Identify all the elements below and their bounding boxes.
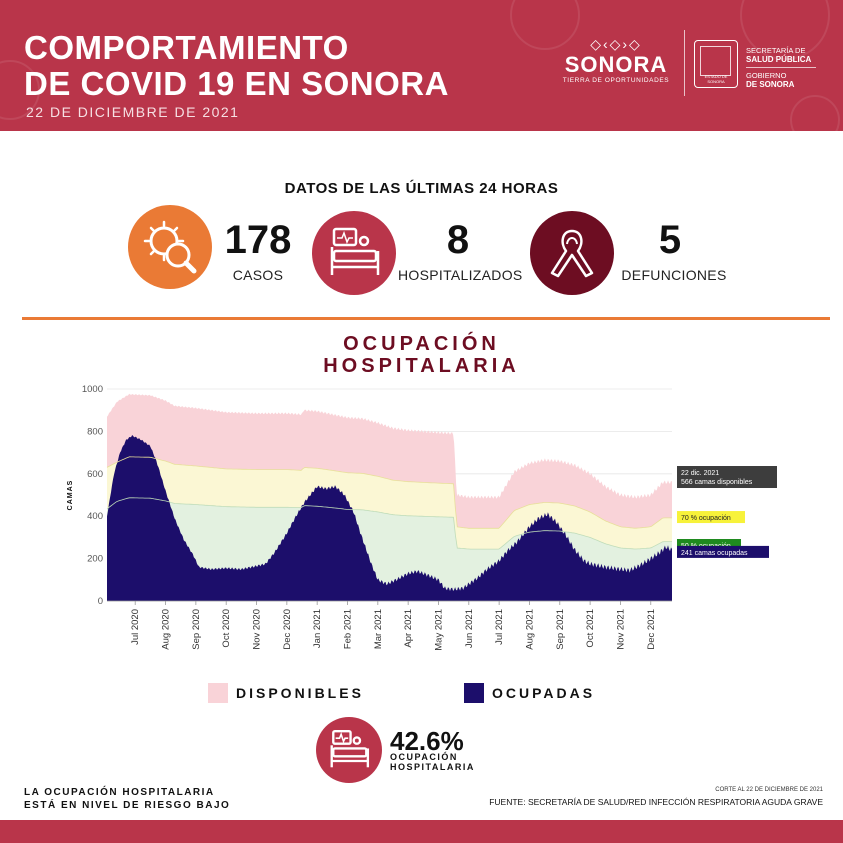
y-tick-label: 1000: [82, 384, 103, 395]
title-line-1: COMPORTAMIENTO: [24, 29, 349, 66]
bottom-bar: [0, 820, 843, 843]
header-divider: [684, 30, 685, 96]
hospitalized-label: HOSPITALIZADOS: [398, 267, 523, 283]
occupancy-50-band-line: [106, 497, 672, 550]
x-tick-label: Oct 2021: [585, 609, 596, 648]
y-axis-label: CAMAS: [67, 480, 74, 511]
gov-line-3: GOBIERNO: [746, 71, 787, 80]
y-tick-label: 0: [98, 596, 103, 607]
risk-line-2: ESTÁ EN NIVEL DE RIESGO BAJO: [24, 800, 231, 811]
cases-label: CASOS: [232, 267, 284, 283]
cutoff-date: CORTE AL 22 DE DICIEMBRE DE 2021: [715, 787, 823, 793]
occupied-beds-annotation-box: [677, 545, 769, 558]
x-tick-label: Sep 2021: [555, 609, 566, 650]
legend-occupied-swatch: [464, 683, 484, 703]
virus-decoration-icon: [790, 95, 840, 131]
available-beds-annotation-text: 22 dic. 2021: [681, 470, 719, 477]
x-tick-label: Mar 2021: [373, 609, 384, 649]
gov-line-4: DE SONORA: [746, 80, 795, 89]
hospitalized-value: 8: [446, 218, 470, 262]
header-banner: COMPORTAMIENTO DE COVID 19 EN SONORA 22 …: [0, 0, 843, 131]
hospital-bed-icon: [330, 729, 370, 768]
legend-occupied-label: OCUPADAS: [492, 685, 596, 701]
y-tick-label: 800: [87, 426, 103, 437]
occupancy-percent-label: OCUPACIÓN HOSPITALARIA: [390, 752, 475, 772]
seal-shield: [700, 46, 731, 76]
legend-available-swatch: [208, 683, 228, 703]
y-axis: 0 200 400 600 800 1000: [82, 384, 103, 607]
occupancy-title-line-2: HOSPITALARIA: [323, 355, 520, 377]
data-source: FUENTE: SECRETARÍA DE SALUD/RED INFECCIÓ…: [489, 797, 823, 807]
x-tick-label: May 2021: [433, 609, 444, 651]
x-tick-label: Jan 2021: [312, 609, 323, 648]
chart-areas: [106, 393, 672, 601]
gov-logo: SECRETARÍA DE SALUD PÚBLICA GOBIERNO DE …: [746, 46, 816, 89]
occupancy-chart: 0 200 400 600 800 1000 Jul 2020 Aug 2020 Sep 20…: [67, 384, 777, 651]
x-axis: Jul 2020 Aug 2020 Sep 2020 Oct 2020 Nov 2020…: [107, 600, 672, 651]
risk-level-text: LA OCUPACIÓN HOSPITALARIA ESTÁ EN NIVEL …: [24, 786, 230, 812]
x-tick-label: Apr 2021: [403, 609, 414, 648]
occ70-annotation-text: 70 % ocupación: [681, 515, 731, 522]
logo-name: SONORA: [564, 52, 668, 77]
risk-line-1: LA OCUPACIÓN HOSPITALARIA: [24, 787, 215, 798]
x-tick-label: Oct 2020: [221, 609, 232, 648]
x-tick-label: Feb 2021: [342, 609, 353, 649]
x-tick-label: Nov 2020: [252, 609, 263, 650]
state-seal-icon: ESTADO DE SONORA: [694, 40, 738, 88]
virus-magnifier-icon: [143, 220, 197, 274]
seal-text: ESTADO DE SONORA: [704, 74, 728, 84]
sonora-logo: ◇‹◇›◇ SONORA TIERRA DE OPORTUNIDADES: [556, 36, 676, 96]
deaths-value: 5: [658, 218, 682, 262]
occupancy-circle: [316, 717, 382, 783]
x-tick-label: Sep 2020: [191, 609, 202, 650]
deaths-label: DEFUNCIONES: [621, 267, 727, 283]
occupancy-percent-label-line-2: HOSPITALARIA: [390, 762, 475, 772]
occupancy-title-line-1: OCUPACIÓN: [343, 333, 500, 355]
available-beds-annotation-box: [677, 466, 777, 489]
logo-tagline: TIERRA DE OPORTUNIDADES: [562, 77, 670, 84]
y-tick-label: 600: [87, 469, 103, 480]
occupied-area: [107, 435, 672, 601]
x-tick-label: Jun 2021: [464, 609, 475, 648]
occupancy-percent: 42.6%: [390, 726, 464, 756]
gov-line-2: SALUD PÚBLICA: [746, 55, 812, 64]
title-line-2: DE COVID 19 EN SONORA: [24, 65, 449, 102]
occupancy-70-band-line: [106, 456, 672, 529]
legend-available-label: DISPONIBLES: [236, 685, 364, 701]
logo-glyphs: ◇‹◇›◇: [590, 36, 642, 52]
report-date: 22 DE DICIEMBRE DE 2021: [26, 104, 240, 120]
occupied-beds-annotation-text: 241 camas ocupadas: [681, 550, 748, 557]
occ70-annotation: 70 % ocupación: [677, 511, 745, 524]
cases-value: 178: [224, 218, 292, 262]
deaths-circle: [530, 211, 614, 295]
available-beds-annotation-text-2: 566 camas disponibles: [681, 479, 753, 486]
page-title: COMPORTAMIENTO DE COVID 19 EN SONORA: [24, 30, 449, 102]
gov-line-1: SECRETARÍA DE: [746, 46, 806, 55]
occupancy-title: OCUPACIÓN HOSPITALARIA: [0, 333, 843, 377]
x-tick-label: Aug 2021: [524, 609, 535, 650]
x-tick-label: Jul 2020: [130, 609, 141, 645]
x-tick-label: Aug 2020: [161, 609, 172, 650]
hospitalized-circle: [312, 211, 396, 295]
gov-separator: [746, 67, 816, 68]
hospital-bed-icon: [330, 227, 380, 275]
occupied-beds-annotation: 241 camas ocupadas: [677, 545, 769, 558]
cases-circle: [128, 205, 212, 289]
stats-title: DATOS DE LAS ÚLTIMAS 24 HORAS: [284, 180, 559, 197]
ribbon-icon: [550, 229, 594, 278]
x-tick-label: Jul 2021: [494, 609, 505, 645]
occupancy-percent-label-line-1: OCUPACIÓN: [390, 752, 458, 762]
x-tick-label: Nov 2021: [615, 609, 626, 650]
y-tick-label: 200: [87, 554, 103, 565]
x-tick-label: Dec 2021: [646, 609, 657, 650]
available-beds-annotation: 22 dic. 2021 566 camas disponibles: [677, 466, 777, 489]
chart-annotations: 22 dic. 2021 566 camas disponibles 70 % oc…: [677, 466, 777, 558]
x-tick-label: Dec 2020: [282, 609, 293, 650]
y-tick-label: 400: [87, 511, 103, 522]
occ70-annotation-box: [677, 511, 745, 524]
section-divider: [22, 317, 830, 320]
